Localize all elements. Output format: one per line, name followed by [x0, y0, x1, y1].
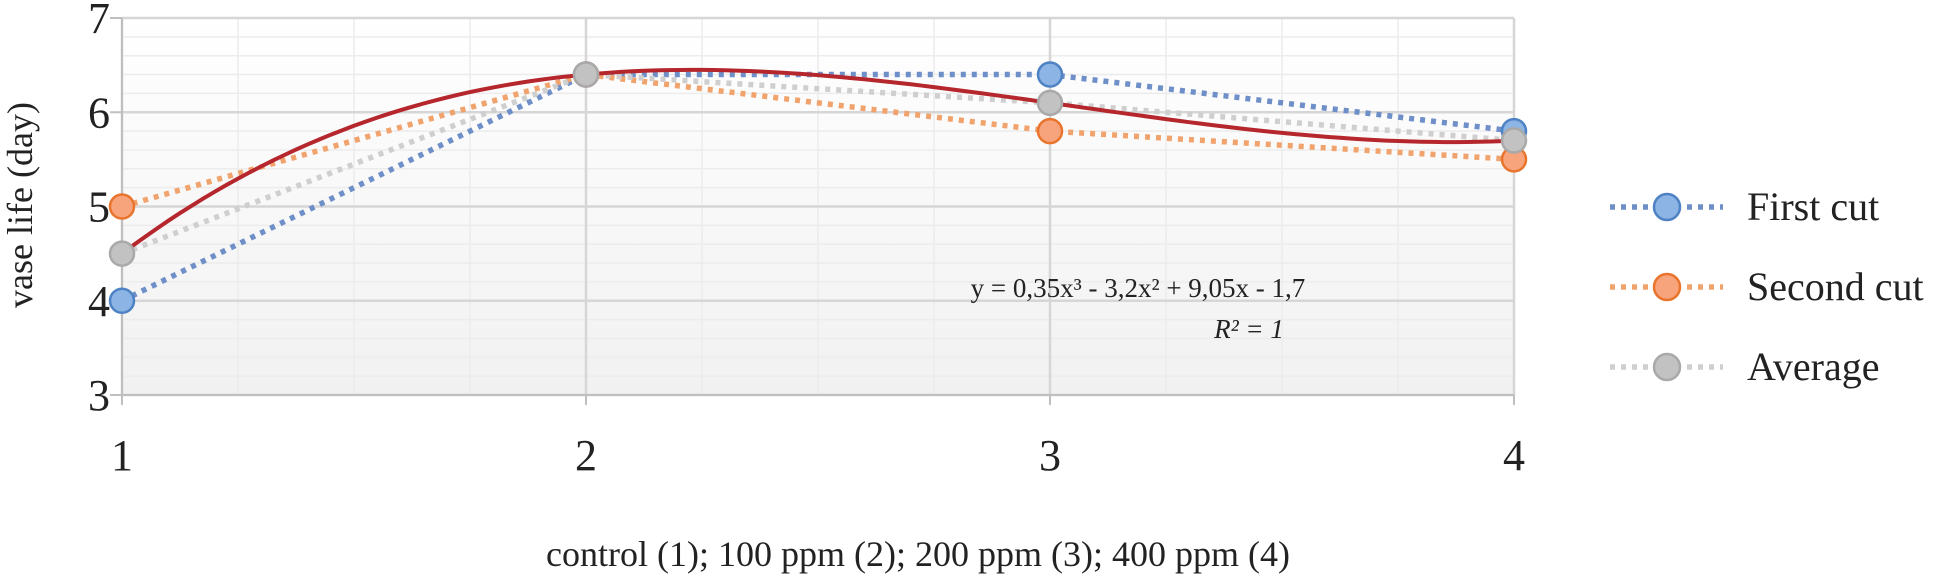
- tick-labels: 3 4 5 6 7 1 2 3 4: [88, 0, 1525, 480]
- data-point-series-0: [1036, 61, 1064, 88]
- legend: First cut Second cut Average: [1610, 184, 1924, 389]
- series-line-2: [121, 71, 1515, 257]
- legend-label-0: First cut: [1747, 184, 1879, 229]
- legend-label-2: Average: [1747, 344, 1880, 389]
- y-tick-label: 5: [88, 183, 110, 232]
- x-tick-label: 4: [1503, 431, 1525, 480]
- y-tick-label: 7: [88, 0, 110, 43]
- data-point-series-2: [1036, 89, 1064, 117]
- y-tick-label: 4: [88, 277, 110, 326]
- data-point-series-2: [1500, 127, 1528, 154]
- data-point-series-2: [572, 61, 600, 88]
- data-point-series-1: [108, 193, 136, 220]
- y-tick-label: 6: [88, 88, 110, 137]
- x-tick-label: 3: [1039, 431, 1061, 480]
- data-point-series-1: [1036, 117, 1064, 145]
- trendline-curve: [120, 67, 1515, 256]
- y-axis-title: vase life (day): [0, 102, 40, 308]
- trendline-equation: y = 0,35x³ - 3,2x² + 9,05x - 1,7: [971, 273, 1306, 303]
- legend-swatch-marker-1: [1652, 272, 1682, 302]
- data-point-series-2: [108, 240, 136, 267]
- x-tick-label: 1: [111, 431, 133, 480]
- x-axis-title: control (1); 100 ppm (2); 200 ppm (3); 4…: [546, 534, 1290, 574]
- legend-swatch-marker-2: [1652, 352, 1682, 382]
- trendline-layer: [120, 67, 1515, 256]
- series-line-1: [121, 71, 1515, 210]
- marker-layer: [108, 61, 1528, 314]
- x-tick-label: 2: [575, 431, 597, 480]
- legend-swatch-marker-0: [1652, 192, 1682, 222]
- data-point-series-0: [108, 287, 136, 314]
- legend-label-1: Second cut: [1747, 264, 1924, 309]
- y-tick-label: 3: [88, 371, 110, 420]
- trendline-r-squared: R² = 1: [1213, 314, 1284, 344]
